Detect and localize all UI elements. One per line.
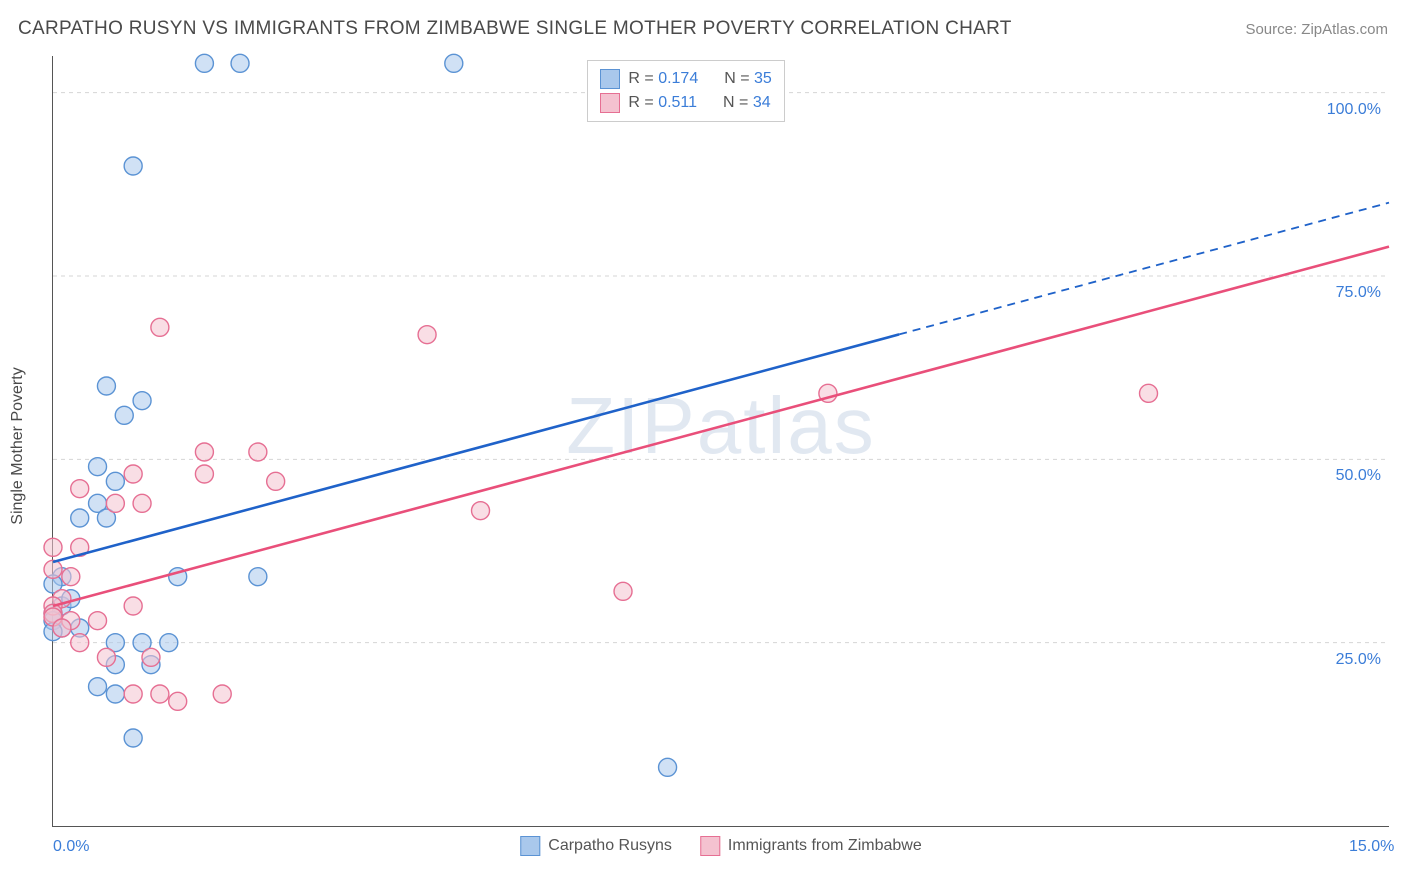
series-legend: Carpatho Rusyns Immigrants from Zimbabwe xyxy=(520,836,921,856)
x-tick-label: 0.0% xyxy=(53,838,89,856)
legend-swatch-1 xyxy=(600,69,620,89)
legend-series-name-1: Carpatho Rusyns xyxy=(548,837,672,855)
legend-bottom-swatch-1 xyxy=(520,836,540,856)
legend-series-name-2: Immigrants from Zimbabwe xyxy=(728,837,922,855)
legend-row-2: R = 0.511 N = 34 xyxy=(600,91,771,115)
legend-item-2: Immigrants from Zimbabwe xyxy=(700,836,922,856)
source-label: Source: ZipAtlas.com xyxy=(1245,21,1388,38)
legend-n-label-1: N = 35 xyxy=(724,70,772,88)
correlation-legend: R = 0.174 N = 35 R = 0.511 N = 34 xyxy=(587,60,784,122)
chart-title: CARPATHO RUSYN VS IMMIGRANTS FROM ZIMBAB… xyxy=(18,18,1012,40)
legend-bottom-swatch-2 xyxy=(700,836,720,856)
y-axis-label: Single Mother Poverty xyxy=(9,367,27,524)
legend-n-label-2: N = 34 xyxy=(723,94,771,112)
chart-svg xyxy=(53,56,1389,826)
y-tick-label: 25.0% xyxy=(1336,651,1381,669)
plot-area: ZIPatlas R = 0.174 N = 35 R = 0.511 N = … xyxy=(52,56,1389,827)
y-tick-label: 50.0% xyxy=(1336,467,1381,485)
legend-item-1: Carpatho Rusyns xyxy=(520,836,672,856)
legend-r-label-1: R = 0.174 xyxy=(628,70,698,88)
x-tick-label: 15.0% xyxy=(1349,838,1394,856)
y-tick-label: 100.0% xyxy=(1327,101,1381,119)
legend-r-label-2: R = 0.511 xyxy=(628,94,697,112)
y-tick-label: 75.0% xyxy=(1336,284,1381,302)
legend-swatch-2 xyxy=(600,93,620,113)
legend-row-1: R = 0.174 N = 35 xyxy=(600,67,771,91)
